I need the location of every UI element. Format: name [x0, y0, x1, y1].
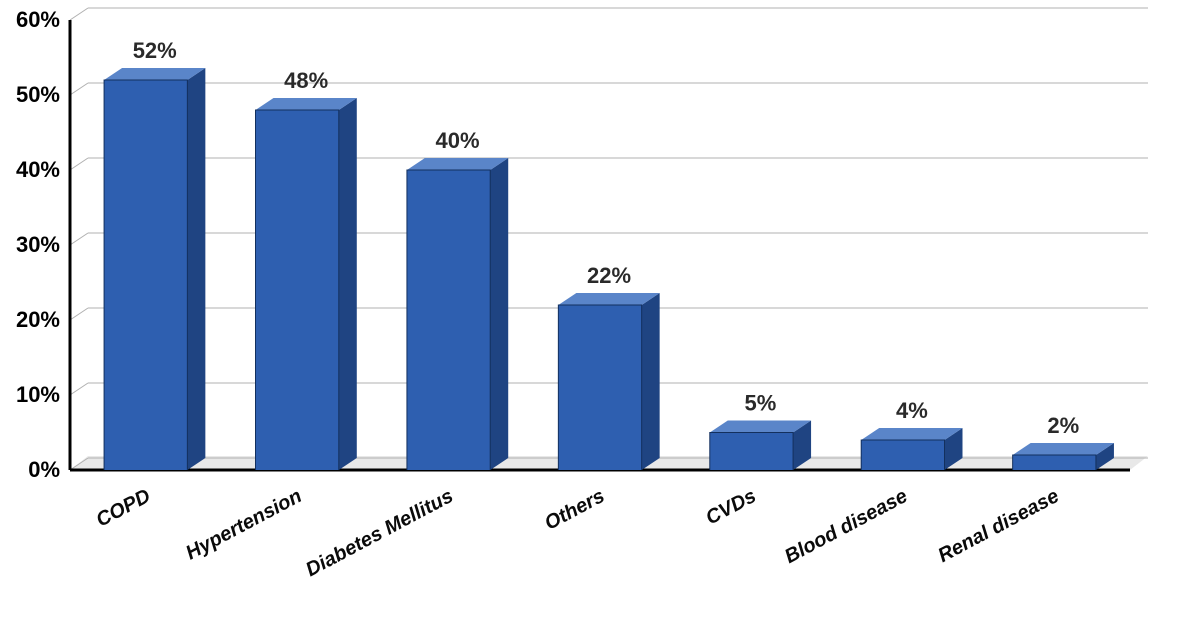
bar [558, 293, 659, 470]
bar-value-label: 5% [745, 391, 777, 416]
y-tick-label: 40% [16, 157, 60, 182]
bar [710, 421, 811, 471]
bar [407, 158, 508, 470]
bar-chart: 0% 10% 20% 30% 40% 50% 60% 52% COPD 48% Hypertensi… [0, 0, 1181, 631]
bar-value-label: 22% [587, 263, 631, 288]
y-tick-label: 50% [16, 82, 60, 107]
category-label: CVDs [702, 485, 759, 529]
category-label: Others [541, 485, 608, 535]
y-tick-label: 30% [16, 232, 60, 257]
bar-value-label: 4% [896, 398, 928, 423]
category-label: COPD [93, 485, 154, 532]
category-label: Diabetes Mellitus [302, 485, 457, 581]
bar-value-label: 52% [133, 38, 177, 63]
category-label: Renal disease [935, 485, 1063, 567]
y-tick-label: 60% [16, 7, 60, 32]
bar [1013, 443, 1114, 470]
bar-value-label: 2% [1047, 413, 1079, 438]
bar [861, 428, 962, 470]
grid-connector [70, 8, 88, 20]
category-label: Blood disease [781, 485, 911, 568]
bar [256, 98, 357, 470]
category-label: Hypertension [182, 485, 305, 564]
grid-connector [70, 233, 88, 245]
y-tick-label: 10% [16, 382, 60, 407]
grid-connector [70, 158, 88, 170]
grid-connector [70, 83, 88, 95]
bar-value-label: 40% [436, 128, 480, 153]
grid-connector [70, 308, 88, 320]
y-tick-label: 0% [28, 457, 60, 482]
bar [104, 68, 205, 470]
y-tick-label: 20% [16, 307, 60, 332]
bar-value-label: 48% [284, 68, 328, 93]
chart-svg: 0% 10% 20% 30% 40% 50% 60% 52% COPD 48% Hypertensi… [0, 0, 1181, 631]
grid-connector [70, 383, 88, 395]
